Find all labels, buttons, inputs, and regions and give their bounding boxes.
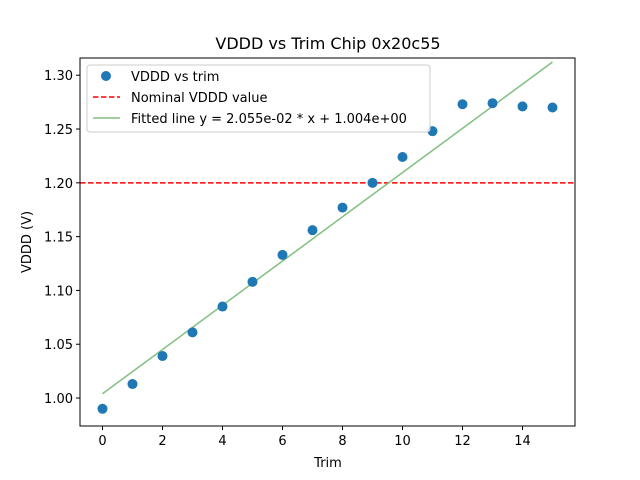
data-point [487, 98, 498, 109]
data-point [337, 202, 348, 213]
y-tick-label: 1.05 [44, 338, 73, 353]
data-point [517, 101, 528, 112]
data-point [457, 99, 468, 110]
legend-label-fit: Fitted line y = 2.055e-02 * x + 1.004e+0… [131, 112, 407, 127]
y-tick-label: 1.00 [44, 392, 73, 407]
data-point [187, 327, 198, 338]
data-point [397, 151, 408, 162]
y-tick-label: 1.15 [44, 231, 73, 246]
axes-frame [79, 57, 576, 427]
y-axis-label: VDDD (V) [20, 211, 35, 273]
data-point [157, 351, 168, 362]
legend-label-scatter: VDDD vs trim [131, 70, 219, 85]
x-tick-label: 0 [98, 434, 106, 449]
data-point [247, 276, 258, 287]
data-point [547, 102, 558, 113]
data-point [367, 177, 378, 188]
data-point [127, 379, 138, 390]
x-tick-label: 10 [394, 434, 411, 449]
x-tick-label: 12 [454, 434, 471, 449]
x-axis-label: Trim [313, 456, 342, 471]
x-tick-label: 4 [218, 434, 226, 449]
y-tick-label: 1.30 [44, 69, 73, 84]
fitted-line [102, 61, 553, 395]
data-point [217, 301, 228, 312]
legend-box [86, 64, 431, 133]
chart-title: VDDD vs Trim Chip 0x20c55 [215, 34, 440, 53]
legend-label-nominal: Nominal VDDD value [131, 91, 267, 106]
y-tick-label: 1.25 [44, 123, 73, 138]
x-axis: 0 2 4 6 8 10 12 14 [98, 426, 531, 449]
y-axis: 1.00 1.05 1.10 1.15 1.20 1.25 1.30 [44, 69, 80, 407]
x-tick-label: 14 [514, 434, 531, 449]
y-tick-label: 1.20 [44, 177, 73, 192]
data-point [277, 249, 288, 260]
plot-area [80, 61, 575, 414]
data-point [307, 225, 318, 236]
data-point [97, 403, 108, 414]
legend: VDDD vs trim Nominal VDDD value Fitted l… [86, 64, 431, 133]
x-tick-label: 6 [278, 434, 286, 449]
y-tick-label: 1.10 [44, 284, 73, 299]
x-tick-label: 8 [338, 434, 346, 449]
x-tick-label: 2 [158, 434, 166, 449]
legend-marker-scatter [101, 71, 111, 81]
